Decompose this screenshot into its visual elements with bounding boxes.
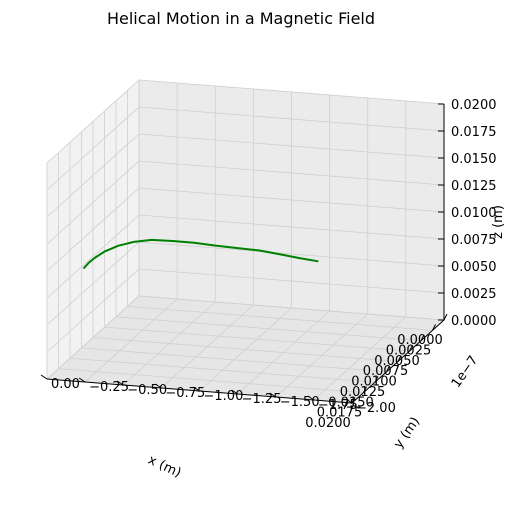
tick-labels: 0.00000.00250.00500.00750.01000.01250.01… (51, 98, 497, 431)
y-tick (193, 386, 200, 392)
z-tick-label: 0.0175 (451, 125, 497, 140)
grid-line-z-right (138, 133, 445, 159)
series-line (83, 238, 319, 269)
data-series (83, 238, 319, 269)
z-tick-label: 0.0150 (451, 152, 497, 167)
grid-line-y-floor (122, 301, 216, 386)
x-tick-label: 0.0200 (305, 416, 351, 431)
x-tick-label: 0.0175 (317, 406, 363, 421)
y-tick (307, 395, 315, 401)
x-tick-label: 0.0050 (374, 354, 420, 369)
x-tick (432, 324, 436, 331)
x-tick-label: 0.0025 (386, 343, 432, 358)
grid-line-z-right (138, 79, 445, 105)
y-tick-label: −0.50 (127, 383, 167, 398)
y-tick (116, 380, 124, 386)
y-tick (231, 389, 238, 395)
y-tick-label: −0.25 (89, 380, 129, 395)
grid-line-y-floor (84, 298, 178, 383)
grid-line-y-floor (161, 304, 254, 389)
x-tick (443, 313, 448, 321)
y-axis-label: y (m) (391, 415, 423, 452)
y-tick (269, 392, 277, 398)
y-tick (155, 383, 162, 389)
z-tick-label: 0.0000 (451, 314, 497, 329)
grid-line-z-right (138, 160, 445, 186)
z-tick-label: 0.0050 (451, 260, 497, 275)
grid-line-y-floor (46, 295, 140, 380)
z-tick-label: 0.0200 (451, 98, 497, 113)
grid-line-z-left (46, 160, 140, 245)
x-tick (397, 355, 402, 362)
x-tick-label: 0.0150 (328, 395, 374, 410)
z-tick-label: 0.0100 (451, 206, 497, 221)
chart-title: Helical Motion in a Magnetic Field (107, 9, 375, 28)
grid-line-z-right (138, 106, 445, 132)
grid-line-x-floor (69, 357, 376, 383)
x-tick-label: 0.0125 (340, 385, 386, 400)
y-tick-label: −1.75 (318, 398, 358, 413)
y-tick (78, 377, 86, 383)
z-tick-label: 0.0025 (451, 287, 497, 302)
grid-line-z-left (46, 133, 140, 218)
x-tick-label: 0.0000 (397, 333, 443, 348)
x-tick (351, 396, 356, 404)
x-tick-label: 0.0100 (351, 375, 397, 390)
grid-line-x-floor (81, 347, 387, 373)
y-tick-label: −1.50 (280, 395, 320, 410)
grid-line-z-left (46, 106, 140, 191)
grid-line-z-left (46, 79, 140, 164)
y-tick (345, 398, 353, 404)
y-axis-offset-text: 1e−7 (449, 353, 482, 391)
y-tick-label: 0.00 (51, 377, 80, 392)
grid-line-x-floor (58, 368, 364, 394)
y-tick (40, 374, 48, 380)
z-tick-label: 0.0075 (451, 233, 497, 248)
x-axis-label: x (m) (146, 453, 184, 481)
z-tick-label: 0.0125 (451, 179, 497, 194)
y-tick-label: −0.75 (165, 386, 205, 401)
y-tick-label: −2.00 (356, 401, 396, 416)
tick-marks (40, 103, 448, 404)
grid-line-z-left (46, 187, 140, 272)
z-axis-label: z (m) (491, 205, 506, 239)
x-tick (363, 386, 367, 393)
x-tick (420, 334, 425, 341)
x-tick (409, 344, 413, 352)
x-tick-label: 0.0075 (363, 364, 409, 379)
x-tick (374, 376, 379, 383)
grid-line-y-floor (199, 307, 292, 392)
y-tick-label: −1.25 (242, 392, 282, 407)
x-tick (386, 365, 390, 373)
y-tick-label: −1.00 (204, 389, 244, 404)
grid-line-z-right (138, 187, 445, 213)
